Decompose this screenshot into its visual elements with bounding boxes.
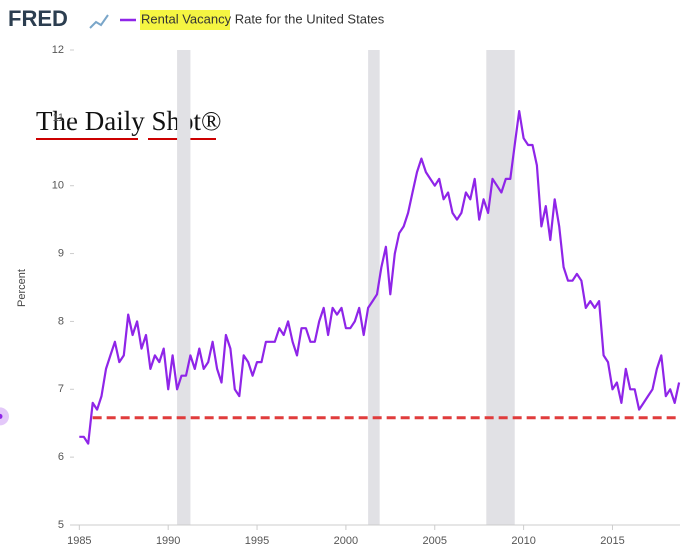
x-tick-label: 1995: [245, 535, 269, 547]
legend-label: Rental Vacancy Rate for the United State…: [141, 11, 385, 26]
legend-highlight: [140, 10, 230, 30]
watermark: The Daily Shot®: [36, 106, 222, 136]
x-tick-label: 2000: [334, 535, 358, 547]
recession-band: [486, 50, 515, 525]
y-axis-label: Percent: [16, 269, 28, 307]
last-point-halo: [0, 407, 9, 426]
brand-logo: FRED: [8, 6, 68, 31]
brand-icon: [89, 14, 109, 29]
y-tick-label: 11: [53, 112, 64, 124]
y-tick-label: 9: [58, 247, 64, 259]
x-tick-label: 2015: [600, 535, 624, 547]
x-tick-label: 2010: [511, 535, 535, 547]
y-tick-label: 12: [52, 44, 64, 56]
last-point: [0, 413, 3, 419]
recession-band: [177, 50, 191, 525]
x-tick-label: 1990: [156, 535, 180, 547]
y-tick-label: 7: [58, 383, 64, 395]
y-tick-label: 8: [58, 315, 64, 327]
series-line: [79, 110, 681, 445]
x-tick-label: 1985: [67, 535, 91, 547]
y-tick-label: 6: [58, 451, 64, 463]
x-tick-label: 2005: [423, 535, 447, 547]
y-tick-label: 5: [58, 519, 64, 531]
recession-band: [368, 50, 380, 525]
y-tick-label: 10: [52, 180, 64, 192]
